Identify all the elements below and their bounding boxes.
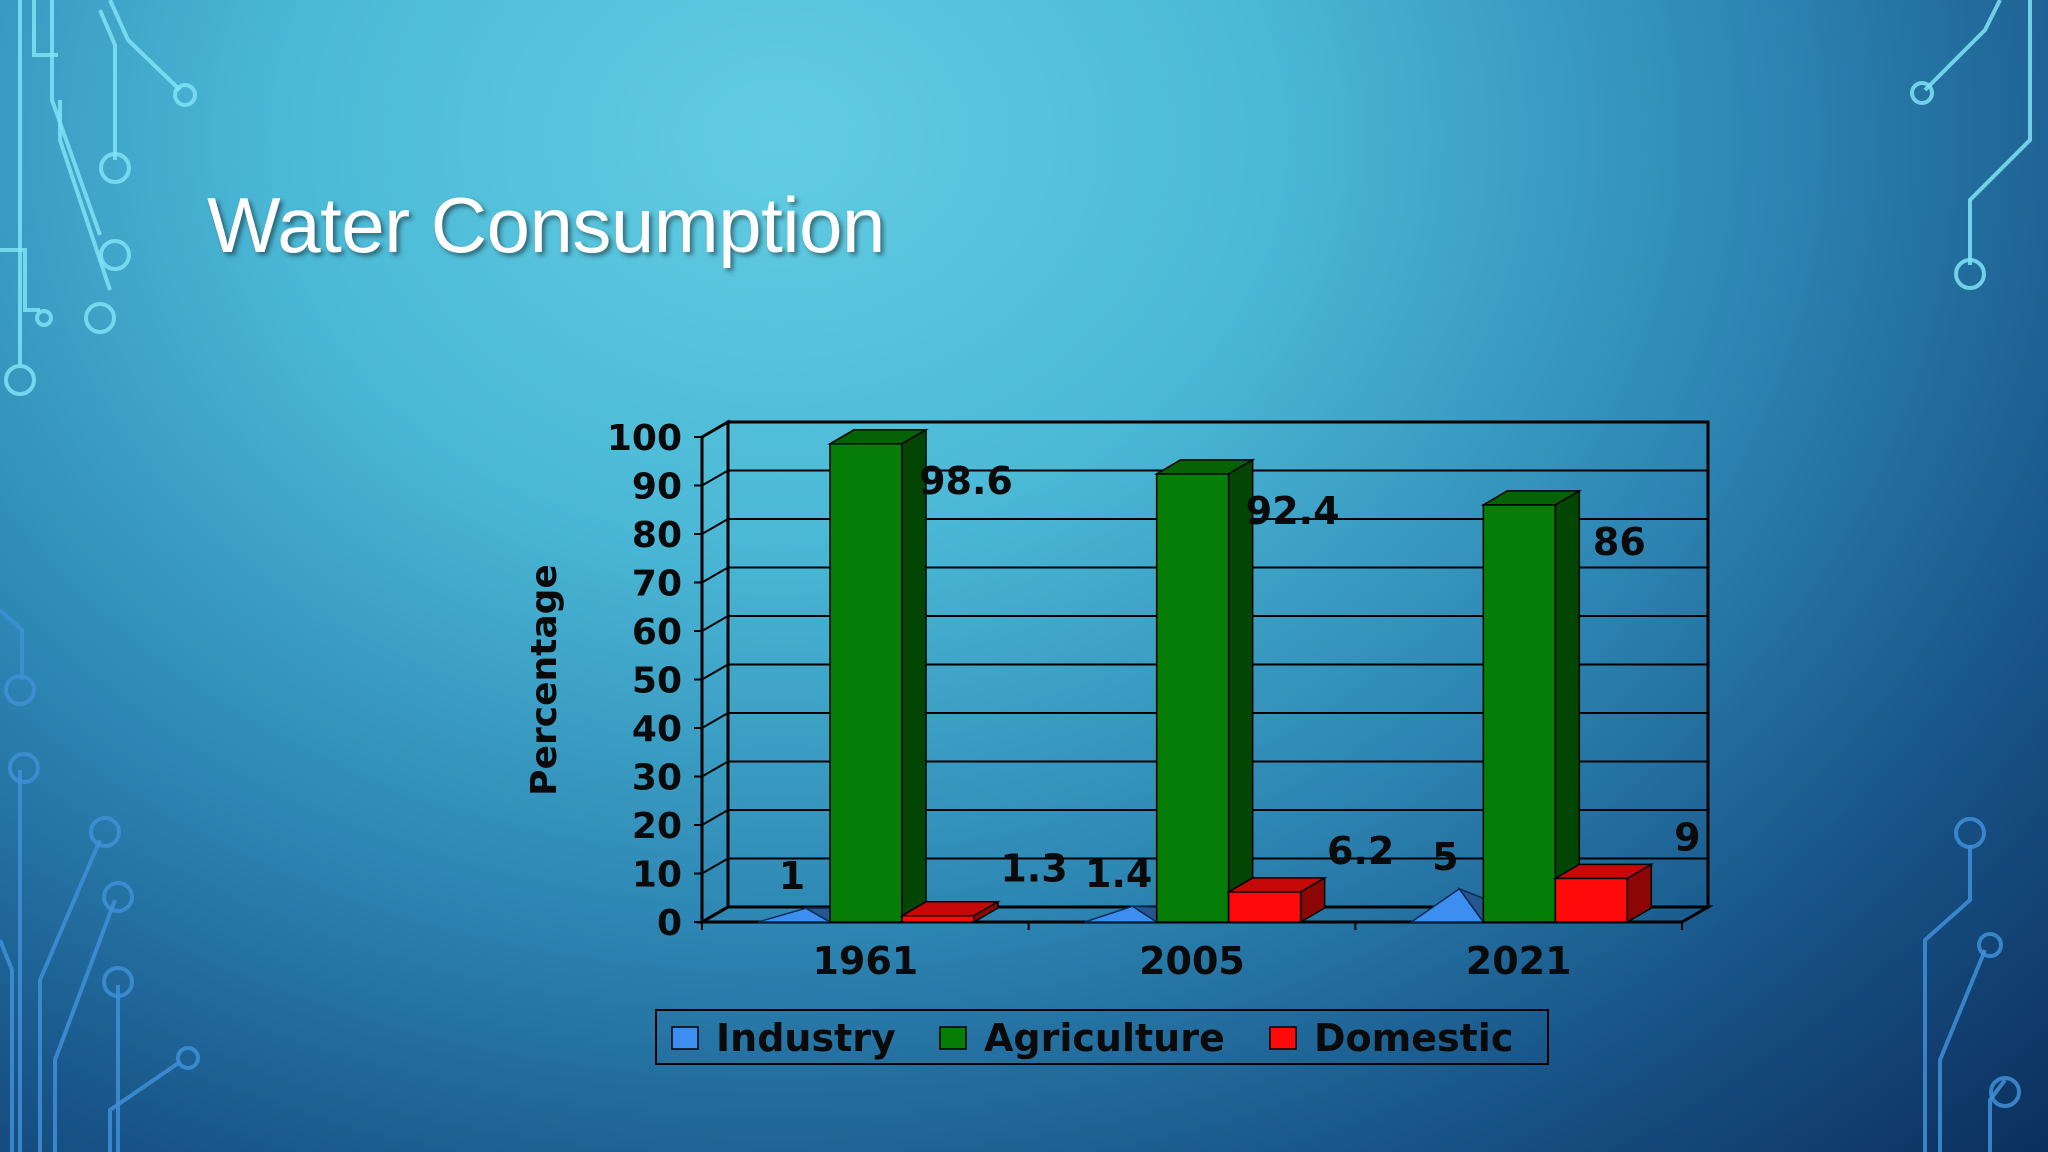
y-tick-label: 90 xyxy=(632,467,682,508)
gridline xyxy=(701,469,1708,487)
circuit-node xyxy=(102,966,134,998)
gridline xyxy=(701,712,1708,729)
slide-title: Water Consumption xyxy=(207,181,885,269)
bar-side xyxy=(1626,863,1653,924)
data-label: 86 xyxy=(1593,520,1646,564)
gridline xyxy=(701,809,1708,826)
circuit-node xyxy=(1954,817,1986,849)
y-tick-label: 20 xyxy=(632,806,682,847)
bar-domestic xyxy=(1554,877,1629,923)
legend-swatch-agriculture xyxy=(939,1026,967,1050)
circuit-node xyxy=(1910,81,1934,105)
circuit-node xyxy=(35,309,53,327)
legend-swatch-industry xyxy=(671,1026,699,1050)
y-tick-label: 40 xyxy=(632,709,682,750)
bar-agriculture xyxy=(829,443,903,923)
circuit-node xyxy=(4,674,36,706)
data-labels: 1 98.6 1.3 1.4 92.4 6.2 5 86 9 xyxy=(779,459,1701,898)
circuit-node xyxy=(84,302,116,334)
data-label: 6.2 xyxy=(1327,829,1394,873)
x-tick-label: 1961 xyxy=(812,939,918,983)
circuit-line xyxy=(53,899,117,1152)
circuit-line xyxy=(1923,845,1972,1152)
legend-box xyxy=(655,1009,1549,1065)
circuit-line xyxy=(1938,949,1987,1152)
circuit-node xyxy=(8,752,40,784)
circuit-line xyxy=(58,100,112,291)
circuit-node xyxy=(1989,1076,2021,1108)
legend: Industry Agriculture Domestic xyxy=(655,1009,1549,1065)
x-tick-label: 2021 xyxy=(1466,939,1572,983)
gridline xyxy=(701,663,1708,681)
gridline xyxy=(701,518,1708,535)
circuit-line xyxy=(1988,1078,2007,1152)
data-label: 98.6 xyxy=(919,459,1013,503)
gridlines xyxy=(701,469,1708,875)
data-label: 1.3 xyxy=(1000,847,1067,891)
circuit-node xyxy=(99,152,131,184)
circuit-line xyxy=(0,248,40,312)
data-label: 1.4 xyxy=(1085,852,1152,896)
circuit-line xyxy=(38,839,102,1152)
circuit-line xyxy=(0,939,14,1152)
circuit-line xyxy=(1923,0,2002,92)
circuit-node xyxy=(1977,932,2003,958)
legend-label-industry: Industry xyxy=(716,1016,896,1060)
bar-domestic xyxy=(1227,891,1302,923)
y-tick-label: 60 xyxy=(632,612,682,653)
circuit-node xyxy=(4,364,36,396)
x-axis-ticks: 1961 2005 2021 xyxy=(701,922,1683,983)
y-axis-ticks: 0 10 20 30 40 50 60 70 80 90 100 xyxy=(607,418,702,944)
legend-label-domestic: Domestic xyxy=(1314,1016,1513,1060)
bar-agriculture xyxy=(1155,473,1230,923)
circuit-line xyxy=(50,0,102,236)
circuit-line xyxy=(0,608,24,680)
circuit-node xyxy=(99,239,131,271)
y-tick-label: 100 xyxy=(607,418,682,459)
circuit-node xyxy=(173,83,197,107)
y-tick-label: 80 xyxy=(632,515,682,556)
gridline xyxy=(701,760,1708,778)
circuit-line xyxy=(98,9,117,160)
bar-side xyxy=(901,428,927,924)
circuit-node xyxy=(102,881,134,913)
legend-label-agriculture: Agriculture xyxy=(984,1016,1225,1060)
legend-swatch-domestic xyxy=(1269,1026,1297,1050)
x-tick-label: 2005 xyxy=(1139,939,1245,983)
circuit-node xyxy=(1954,258,1986,290)
y-tick-label: 30 xyxy=(632,758,682,799)
bar-agriculture xyxy=(1482,504,1557,923)
bar-side xyxy=(1299,876,1326,924)
circuit-node xyxy=(176,1046,200,1070)
bar-side xyxy=(1554,489,1581,924)
gridline xyxy=(701,566,1708,584)
y-tick-label: 70 xyxy=(632,564,682,605)
y-tick-label: 0 xyxy=(657,903,682,944)
data-label: 92.4 xyxy=(1246,489,1340,533)
circuit-line xyxy=(108,1060,182,1152)
y-tick-label: 10 xyxy=(632,855,682,896)
bars xyxy=(757,428,1655,924)
circuit-node xyxy=(89,816,121,848)
y-axis-label: Percentage xyxy=(524,564,565,796)
gridline xyxy=(701,615,1708,632)
bar-side xyxy=(973,900,999,924)
data-label: 9 xyxy=(1674,815,1700,859)
circuit-line xyxy=(108,0,182,92)
gridline xyxy=(701,857,1708,875)
data-label: 1 xyxy=(779,854,805,898)
bar-domestic xyxy=(901,914,975,923)
y-tick-label: 50 xyxy=(632,661,682,702)
circuit-line xyxy=(1968,0,2032,265)
data-label: 5 xyxy=(1432,835,1458,879)
